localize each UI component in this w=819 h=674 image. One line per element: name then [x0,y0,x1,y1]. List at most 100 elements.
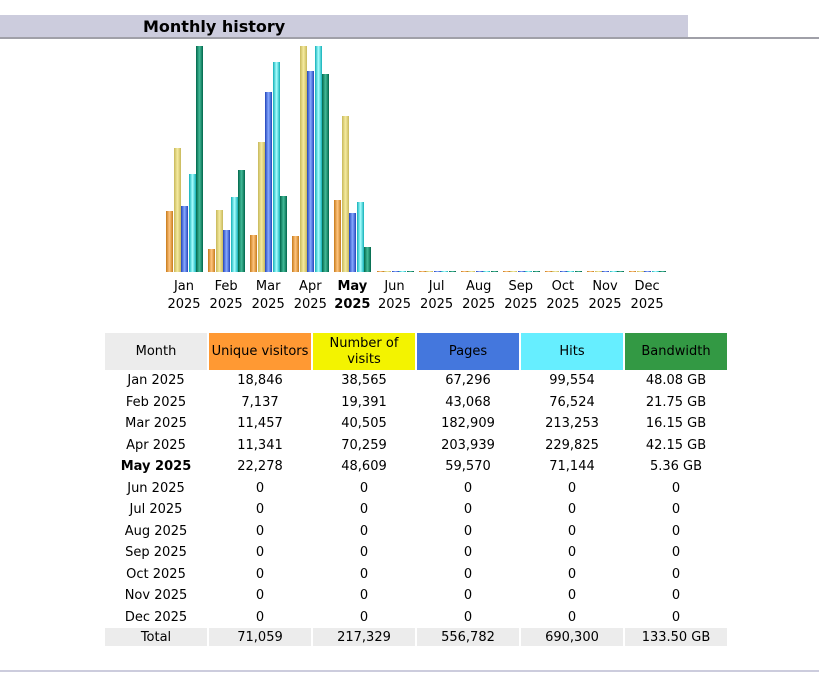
cell-month: Jan 2025 [127,373,185,389]
bar-number-of-visits [594,271,602,272]
cell-visits: 48,609 [341,459,387,475]
bar-hits [272,62,280,272]
table-row: Jun 2025 0 0 0 0 0 [105,478,727,500]
total-month: Total [105,628,207,646]
cell-visitors: 11,341 [237,437,283,453]
cell-hits: 0 [567,502,577,518]
label-month: May [337,279,368,294]
label-month: Apr [299,279,322,294]
cell-visitors: 18,846 [237,373,283,389]
cell-month: Aug 2025 [124,523,188,539]
label-year: 2025 [462,297,496,312]
cell-hits: 0 [567,545,577,561]
cell-pages: 67,296 [445,373,491,389]
cell-hits: 0 [567,523,577,539]
label-year: 2025 [546,297,580,312]
cell-pages: 0 [463,545,473,561]
bar-number-of-visits [384,271,391,272]
cell-hits: 213,253 [545,416,599,432]
bar-pages [307,71,315,272]
chart-month-label: Aug 2025 [458,278,500,314]
bar-unique-visitors [587,271,594,272]
cell-bandwidth: 5.36 GB [649,459,703,475]
label-year: 2025 [334,297,371,312]
label-month: Sep [508,279,534,294]
table-row: Feb 2025 7,137 19,391 43,068 76,524 21.75 GB [105,392,727,414]
bar-bandwidth [574,271,582,272]
cell-visitors: 11,457 [237,416,283,432]
cell-visits: 0 [359,480,369,496]
bar-bandwidth [406,271,414,272]
bar-unique-visitors [460,271,468,272]
cell-month: Apr 2025 [126,437,186,453]
bar-number-of-visits [510,271,518,272]
bar-pages [517,271,525,272]
cell-pages: 59,570 [445,459,491,475]
bar-unique-visitors [250,235,258,272]
bar-number-of-visits [636,271,644,272]
cell-hits: 76,524 [549,394,595,410]
cell-pages: 0 [463,609,473,625]
cell-month: Sep 2025 [125,545,187,561]
bar-unique-visitors [376,271,384,272]
section-title-bar: Monthly history [0,15,688,37]
chart-month-label: Dec 2025 [626,278,668,314]
cell-hits: 0 [567,588,577,604]
bar-number-of-visits [468,271,476,272]
bar-pages [181,206,188,272]
bar-bandwidth [659,271,667,272]
chart-month-label: Apr 2025 [289,278,331,314]
cell-bandwidth: 0 [671,566,681,582]
cell-hits: 71,144 [549,459,595,475]
bar-hits [314,46,322,272]
chart-month-label: Sep 2025 [500,278,542,314]
header-bandwidth: Bandwidth [625,333,727,370]
cell-visitors: 0 [255,566,265,582]
bar-bandwidth [364,247,372,272]
table-row: Apr 2025 11,341 70,259 203,939 229,825 42.15 … [105,435,727,457]
bar-bandwidth [490,271,498,272]
cell-bandwidth: 42.15 GB [645,437,707,453]
cell-pages: 0 [463,588,473,604]
cell-pages: 43,068 [445,394,491,410]
cell-visitors: 0 [255,523,265,539]
cell-visits: 0 [359,566,369,582]
header-pages: Pages [417,333,519,370]
bar-bandwidth [280,196,288,272]
label-month: Aug [465,279,492,294]
bar-number-of-visits [215,210,223,272]
label-month: Oct [551,279,575,294]
cell-visits: 40,505 [341,416,387,432]
label-year: 2025 [167,297,201,312]
cell-pages: 0 [463,523,473,539]
cell-month: Mar 2025 [125,416,187,432]
chart-month-label: Jun 2025 [374,278,416,314]
label-month: Nov [592,279,618,294]
label-year: 2025 [420,297,454,312]
monthly-history-table: Month Unique visitors Number of visits P… [103,333,729,646]
cell-month: Dec 2025 [124,609,188,625]
bar-bandwidth [617,271,624,272]
chart-month-label: Mar 2025 [247,278,289,314]
bar-unique-visitors [208,249,216,272]
cell-hits: 0 [567,609,577,625]
cell-month: Jun 2025 [127,480,185,496]
cell-month: Jul 2025 [129,502,183,518]
bar-hits [356,202,364,272]
bar-number-of-visits [341,116,349,272]
bar-hits [188,174,196,272]
bar-pages [475,271,483,272]
label-year: 2025 [588,297,622,312]
header-visitors: Unique visitors [209,333,311,370]
chart-month-label: Feb 2025 [205,278,247,314]
label-month: Dec [634,279,660,294]
cell-bandwidth: 48.08 GB [645,373,707,389]
chart-month-label: Jan 2025 [163,278,205,314]
title-divider [0,37,819,39]
table-row: Aug 2025 0 0 0 0 0 [105,521,727,543]
header-visits: Number of visits [313,333,415,370]
bar-number-of-visits [257,142,265,272]
label-month: Feb [214,279,238,294]
header-hits: Hits [521,333,623,370]
total-visitors: 71,059 [209,628,311,646]
